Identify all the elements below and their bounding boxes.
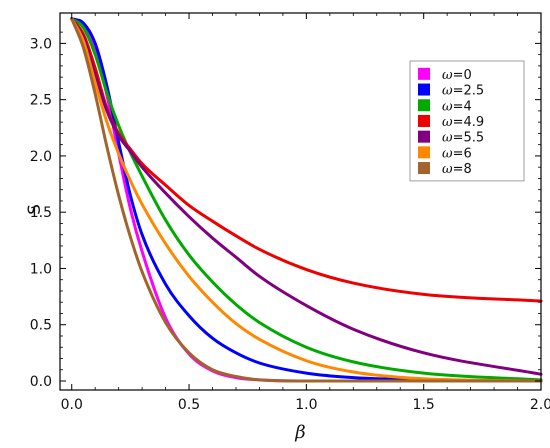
x-tick-label: 0.0: [61, 397, 83, 413]
curves-layer: [70, 17, 543, 383]
y-tick-label: 3.0: [30, 36, 52, 52]
series-line-2: [70, 17, 543, 382]
legend-label: ω=4.9: [442, 115, 484, 130]
legend-swatch: [418, 146, 430, 159]
y-tick-label: 2.0: [30, 149, 52, 165]
series-line-1: [70, 17, 543, 383]
x-tick-label: 1.0: [295, 397, 317, 413]
series-line-4: [70, 17, 543, 376]
legend-swatch: [418, 83, 430, 96]
legend-swatch: [418, 99, 430, 112]
y-tick-label: 1.0: [30, 261, 52, 277]
series-line-6: [70, 17, 543, 383]
legend-label: ω=6: [442, 146, 472, 161]
x-tick-label: 0.5: [178, 397, 200, 413]
legend-swatch: [418, 130, 430, 143]
ticks-layer: 0.0 0.5 1.0 1.5 2.0 0.0 0.5 1.0 1.5 2.0 2.5 3.0: [30, 13, 550, 413]
plot-frame: [59, 12, 542, 391]
y-tick-label: 1.5: [30, 205, 52, 221]
legend-swatch: [418, 114, 430, 127]
series-line-5: [70, 17, 543, 383]
legend-swatch: [418, 67, 430, 80]
legend-label: ω=8: [442, 162, 472, 177]
x-axis-title: β: [294, 422, 305, 443]
legend-label: ω=0: [442, 68, 472, 83]
x-tick-label: 1.5: [413, 397, 435, 413]
y-axis-title: S: [25, 204, 45, 215]
y-tick-label: 0.5: [30, 318, 52, 334]
legend: ω=0ω=2.5ω=4ω=4.9ω=5.5ω=6ω=8: [409, 60, 525, 182]
y-tick-label: 2.5: [30, 93, 52, 109]
legend-label: ω=5.5: [442, 131, 484, 146]
legend-swatch: [418, 162, 430, 175]
legend-label: ω=2.5: [442, 84, 484, 99]
x-tick-label: 2.0: [530, 397, 550, 413]
legend-label: ω=4: [442, 99, 472, 114]
y-tick-label: 0.0: [30, 374, 52, 390]
